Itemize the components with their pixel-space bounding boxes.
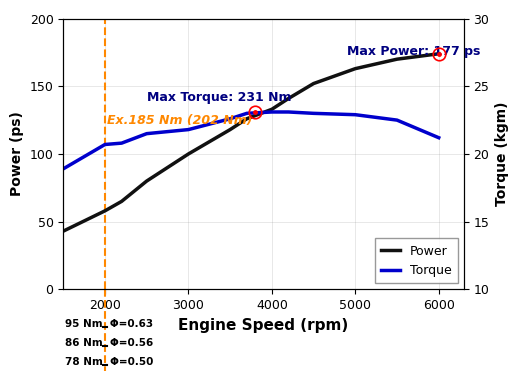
Y-axis label: Torque (kgm): Torque (kgm) [495, 102, 509, 206]
Torque [310, 111, 317, 116]
Text: Ex.185 Nm (202 Nm): Ex.185 Nm (202 Nm) [108, 114, 253, 127]
Text: 86 Nm  Φ=0.56: 86 Nm Φ=0.56 [65, 338, 153, 348]
Torque [186, 127, 192, 132]
Torque [119, 141, 125, 145]
Power [435, 52, 442, 56]
Power [186, 152, 192, 156]
Y-axis label: Power (ps): Power (ps) [10, 112, 24, 196]
Line: Torque: Torque [63, 112, 438, 169]
Torque [227, 116, 233, 121]
Power [269, 107, 275, 112]
Text: Max Torque: 231 Nm: Max Torque: 231 Nm [147, 91, 291, 104]
Torque [394, 118, 400, 122]
Torque [60, 167, 66, 171]
Power [143, 179, 150, 183]
Power [119, 199, 125, 204]
Power [243, 116, 250, 121]
X-axis label: Engine Speed (rpm): Engine Speed (rpm) [178, 318, 349, 333]
Text: 95 Nm  Φ=0.63: 95 Nm Φ=0.63 [65, 319, 153, 329]
Torque [286, 110, 292, 114]
Text: Max Power: 177 ps: Max Power: 177 ps [347, 45, 480, 58]
Power [286, 96, 292, 101]
Power [102, 209, 108, 213]
Power [227, 127, 233, 132]
Power [60, 229, 66, 233]
Text: 78 Nm  Φ=0.50: 78 Nm Φ=0.50 [65, 357, 153, 367]
Power [352, 66, 358, 71]
Power [394, 57, 400, 61]
Torque [243, 111, 250, 116]
Torque [102, 142, 108, 147]
Power [310, 81, 317, 86]
Torque [435, 135, 442, 140]
Torque [143, 131, 150, 136]
Line: Power: Power [63, 54, 438, 231]
Torque [352, 112, 358, 117]
Legend: Power, Torque: Power, Torque [375, 239, 457, 283]
Torque [269, 110, 275, 114]
